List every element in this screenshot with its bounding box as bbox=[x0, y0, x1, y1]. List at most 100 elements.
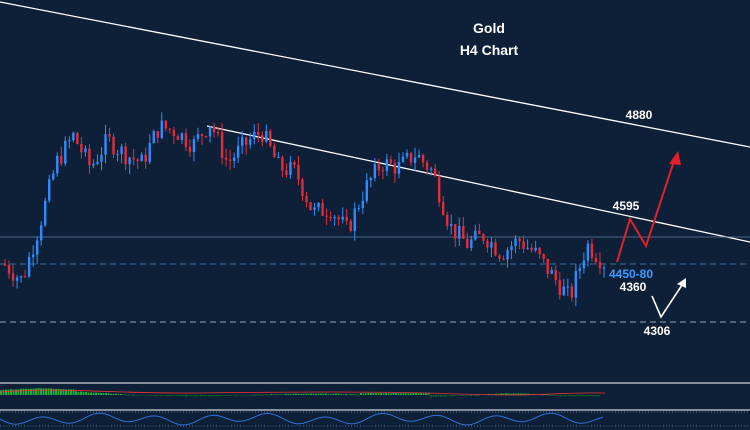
histogram-bar bbox=[517, 393, 520, 395]
candle bbox=[365, 173, 369, 204]
histogram-bar bbox=[452, 395, 455, 397]
histogram-bar bbox=[127, 394, 130, 396]
histogram-bar bbox=[417, 393, 420, 395]
candle bbox=[160, 112, 163, 140]
histogram-bar bbox=[572, 395, 575, 397]
histogram-bar bbox=[207, 395, 210, 397]
histogram-bar bbox=[465, 395, 467, 396]
candle bbox=[598, 252, 602, 275]
candle bbox=[269, 129, 272, 148]
histogram-bar bbox=[567, 395, 570, 397]
histogram-bar bbox=[552, 395, 555, 396]
candle bbox=[522, 235, 525, 254]
candle bbox=[192, 135, 196, 162]
level-label-4880: 4880 bbox=[626, 108, 653, 122]
histogram-bar bbox=[355, 394, 357, 396]
histogram-bar bbox=[157, 395, 160, 396]
candle bbox=[204, 135, 208, 139]
histogram-bar bbox=[392, 393, 395, 395]
candle bbox=[341, 207, 344, 224]
candle bbox=[313, 202, 316, 216]
candle bbox=[200, 133, 204, 145]
candle bbox=[494, 238, 497, 257]
histogram-bar bbox=[425, 393, 427, 395]
candle bbox=[31, 245, 35, 267]
histogram-bar bbox=[255, 394, 257, 396]
level-label-4360: 4360 bbox=[620, 280, 647, 294]
candle bbox=[349, 218, 352, 233]
candle bbox=[257, 123, 260, 143]
histogram-bar bbox=[42, 388, 45, 395]
candle bbox=[385, 154, 389, 177]
histogram-bar bbox=[185, 395, 187, 397]
histogram-bar bbox=[30, 388, 32, 395]
histogram-bar bbox=[32, 388, 35, 395]
candle bbox=[462, 216, 465, 240]
candle bbox=[562, 278, 565, 297]
candle bbox=[486, 238, 489, 253]
histogram-bar bbox=[510, 393, 512, 395]
histogram-bar bbox=[585, 395, 587, 397]
histogram-bar bbox=[320, 393, 322, 395]
candle bbox=[333, 214, 336, 226]
histogram-bar bbox=[310, 393, 312, 395]
histogram-bar bbox=[347, 394, 350, 395]
histogram-bar bbox=[460, 395, 462, 396]
histogram-bar bbox=[115, 393, 117, 395]
histogram-bar bbox=[405, 393, 407, 395]
histogram-bar bbox=[190, 395, 192, 396]
histogram-bar bbox=[370, 393, 372, 395]
histogram-bar bbox=[197, 395, 200, 397]
histogram-bar bbox=[80, 391, 82, 395]
histogram-bar bbox=[312, 393, 315, 395]
chart-subtitle: H4 Chart bbox=[460, 42, 519, 58]
histogram-bar bbox=[295, 393, 297, 395]
histogram-bar bbox=[180, 395, 182, 397]
candle bbox=[84, 145, 87, 157]
candle bbox=[60, 146, 63, 166]
candle bbox=[425, 159, 429, 175]
candle bbox=[176, 134, 180, 140]
histogram-bar bbox=[262, 394, 265, 396]
candle bbox=[574, 264, 578, 307]
histogram-bar bbox=[62, 389, 65, 395]
histogram-bar bbox=[252, 394, 255, 396]
candle bbox=[68, 136, 71, 149]
candle bbox=[297, 155, 300, 186]
candle bbox=[417, 149, 421, 158]
histogram-bar bbox=[277, 394, 280, 395]
candle bbox=[132, 148, 135, 166]
histogram-bar bbox=[495, 393, 497, 395]
histogram-bar bbox=[327, 394, 330, 395]
candle bbox=[558, 272, 561, 300]
histogram-bar bbox=[22, 388, 25, 395]
histogram-bar bbox=[470, 394, 472, 396]
histogram-bar bbox=[317, 393, 320, 395]
histogram-bar bbox=[307, 393, 310, 395]
histogram-bar bbox=[420, 393, 422, 395]
candle bbox=[23, 269, 27, 278]
candle bbox=[437, 171, 441, 207]
candle bbox=[337, 214, 340, 226]
histogram-bar bbox=[195, 395, 197, 397]
histogram-bar bbox=[462, 395, 465, 396]
candle bbox=[35, 236, 39, 265]
histogram-bar bbox=[82, 391, 85, 395]
histogram-bar bbox=[172, 395, 175, 396]
histogram-bar bbox=[365, 393, 367, 395]
candle bbox=[357, 204, 360, 212]
candle bbox=[228, 149, 232, 170]
histogram-bar bbox=[570, 395, 572, 397]
histogram-bar bbox=[247, 395, 250, 396]
histogram-bar bbox=[92, 392, 95, 395]
candle bbox=[56, 152, 59, 177]
histogram-bar bbox=[445, 395, 447, 397]
histogram-bar bbox=[100, 392, 102, 395]
candle bbox=[590, 239, 594, 262]
histogram-bar bbox=[265, 394, 267, 396]
histogram-bar bbox=[217, 395, 220, 397]
histogram-bar bbox=[475, 394, 477, 396]
candle bbox=[510, 240, 513, 260]
histogram-bar bbox=[340, 394, 342, 395]
histogram-bar bbox=[20, 388, 22, 395]
